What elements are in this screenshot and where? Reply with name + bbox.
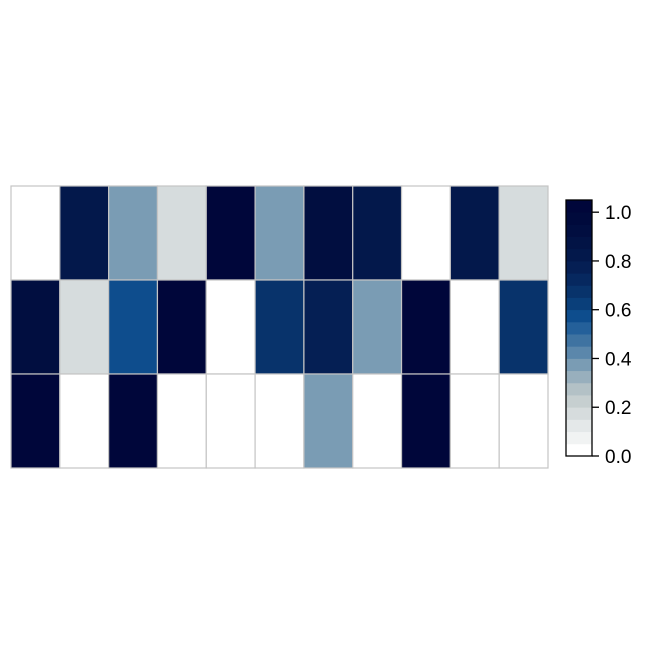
- colorbar-bin-4: [566, 407, 592, 420]
- colorbar-bin-5: [566, 395, 592, 408]
- colorbar-bin-12: [566, 310, 592, 323]
- colorbar-tick-label-5: 1.0: [605, 203, 631, 224]
- colorbar-bin-6: [566, 383, 592, 396]
- colorbar-bin-15: [566, 273, 592, 286]
- colorbar-tick-label-2: 0.4: [605, 349, 632, 370]
- heatmap-cell-r2-c7: [304, 280, 353, 374]
- heatmap-cell-r3-c10: [450, 374, 499, 468]
- colorbar-bin-2: [566, 432, 592, 445]
- heatmap-cell-r3-c6: [255, 374, 304, 468]
- colorbar-bin-10: [566, 334, 592, 347]
- colorbar-tick-label-4: 0.8: [605, 252, 631, 273]
- heatmap-cell-r3-c9: [402, 374, 451, 468]
- heatmap-cell-r2-c2: [60, 280, 109, 374]
- colorbar-bin-13: [566, 298, 592, 311]
- heatmap-cell-r1-c2: [60, 186, 109, 280]
- colorbar-ticks: 0.0 0.2 0.4 0.6 0.8 1.0: [592, 203, 632, 468]
- heatmap-cell-r1-c3: [109, 186, 158, 280]
- heatmap-cell-r3-c1: [11, 374, 60, 468]
- heatmap-cell-r2-c11: [499, 280, 548, 374]
- heatmap-cell-r1-c7: [304, 186, 353, 280]
- heatmap-cell-r2-c6: [255, 280, 304, 374]
- colorbar-bin-20: [566, 212, 592, 225]
- heatmap-cells: [11, 186, 548, 468]
- colorbar-tick-label-0: 0.0: [605, 447, 631, 468]
- heatmap-cell-r2-c3: [109, 280, 158, 374]
- heatmap-cell-r2-c4: [157, 280, 206, 374]
- heatmap-cell-r1-c1: [11, 186, 60, 280]
- heatmap-cell-r1-c4: [157, 186, 206, 280]
- heatmap-cell-r1-c10: [450, 186, 499, 280]
- colorbar-bin-21: [566, 200, 592, 213]
- heatmap-cell-r3-c3: [109, 374, 158, 468]
- heatmap-cell-r1-c6: [255, 186, 304, 280]
- heatmap-cell-r3-c4: [157, 374, 206, 468]
- colorbar-bin-3: [566, 419, 592, 432]
- colorbar-bin-14: [566, 285, 592, 298]
- heatmap-cell-r2-c8: [353, 280, 402, 374]
- heatmap-cell-r2-c10: [450, 280, 499, 374]
- colorbar-bin-19: [566, 224, 592, 237]
- colorbar-bin-1: [566, 444, 592, 457]
- heatmap-cell-r3-c7: [304, 374, 353, 468]
- colorbar-bin-18: [566, 237, 592, 250]
- colorbar-tick-label-3: 0.6: [605, 301, 631, 322]
- colorbar-bin-17: [566, 249, 592, 262]
- heatmap-cell-r3-c5: [206, 374, 255, 468]
- colorbar-bin-9: [566, 346, 592, 359]
- heatmap-cell-r2-c9: [402, 280, 451, 374]
- colorbar-bin-7: [566, 371, 592, 384]
- colorbar-bin-16: [566, 261, 592, 274]
- heatmap-cell-r1-c8: [353, 186, 402, 280]
- heatmap-cell-r3-c11: [499, 374, 548, 468]
- heatmap-cell-r1-c11: [499, 186, 548, 280]
- colorbar-bin-8: [566, 358, 592, 371]
- colorbar-tick-label-1: 0.2: [605, 398, 631, 419]
- heatmap-cell-r3-c2: [60, 374, 109, 468]
- heatmap-cell-r1-c5: [206, 186, 255, 280]
- heatmap-cell-r1-c9: [402, 186, 451, 280]
- heatmap-cell-r3-c8: [353, 374, 402, 468]
- colorbar: [566, 200, 592, 456]
- heatmap-cell-r2-c5: [206, 280, 255, 374]
- heatmap-cell-r2-c1: [11, 280, 60, 374]
- colorbar-bin-11: [566, 322, 592, 335]
